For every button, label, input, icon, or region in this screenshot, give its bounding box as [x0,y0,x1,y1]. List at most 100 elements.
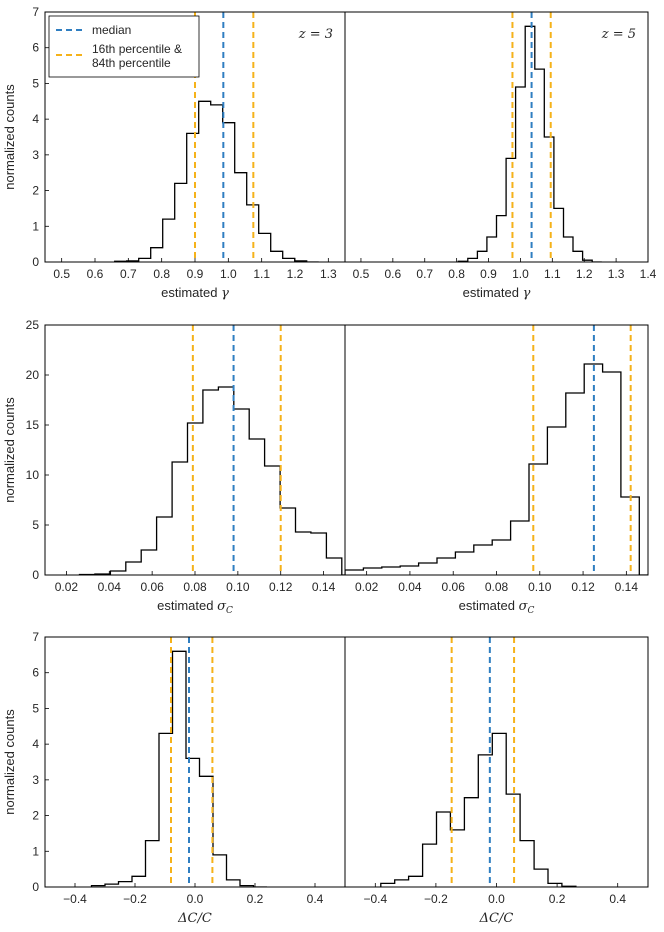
x-tick-label: 0.8 [153,267,170,281]
x-axis-label: ΔC/C [479,911,514,926]
x-tick-label: 0.9 [480,267,497,281]
histogram-steps [78,386,345,575]
x-tick-label: 0.12 [571,580,595,594]
x-tick-label: 0.6 [384,267,401,281]
x-tick-label: −0.2 [123,892,147,906]
x-tick-label: −0.4 [363,892,387,906]
histogram-steps [114,100,319,262]
panel-frame [44,636,346,888]
y-tick-label: 5 [32,518,39,532]
panel-6: −0.4 −0.2 0.0 0.2 0.4 ΔC/C [344,636,649,926]
x-tick-label: 0.08 [485,580,509,594]
redshift-annotation: z = 3 [298,27,333,42]
x-axis-label: estimated γ [161,285,229,301]
legend: median 16th percentile & 84th percentile [48,15,200,78]
histogram-steps [90,650,267,887]
x-tick-label: 0.4 [307,892,324,906]
x-tick-label: 1.3 [608,267,625,281]
x-tick-label: 0.10 [226,580,250,594]
x-tick-label: 0.7 [416,267,433,281]
y-tick-label: 2 [32,809,39,823]
panel-2: 0.5 0.6 0.7 0.8 0.9 1.0 1.1 1.2 1.3 1.4 estimated … [344,11,657,301]
y-tick-label: 7 [32,5,39,19]
y-tick-label: 7 [32,630,39,644]
panel-frame [44,324,346,576]
x-tick-label: 0.7 [120,267,137,281]
x-tick-label: 0.02 [355,580,379,594]
y-tick-label: 1 [32,844,39,858]
y-tick-label: 1 [32,219,39,233]
y-tick-label: 0 [32,568,39,582]
y-axis-label: normalized counts [2,397,17,503]
x-axis-label: estimated γ [463,285,531,301]
panel-frame [344,636,649,888]
y-tick-label: 25 [26,318,40,332]
x-tick-label: 1.2 [576,267,593,281]
x-tick-label: 1.1 [253,267,270,281]
y-tick-label: 3 [32,148,39,162]
x-tick-label: 0.4 [609,892,626,906]
x-tick-label: 0.12 [269,580,293,594]
legend-percentile-label-2: 84th percentile [92,56,171,70]
y-tick-label: 4 [32,737,39,751]
y-tick-label: 2 [32,184,39,198]
panel-4: 0.02 0.04 0.06 0.08 0.10 0.12 0.14 estimated σC [344,324,649,616]
x-tick-label: 0.5 [353,267,370,281]
panel-frame [344,324,649,576]
x-tick-label: 0.0 [488,892,505,906]
y-tick-label: 20 [26,368,40,382]
x-tick-label: −0.4 [63,892,87,906]
x-tick-label: 0.5 [53,267,70,281]
panel-1: 0.5 0.6 0.7 0.8 0.9 1.0 1.1 1.2 1.3 0 1 2 3 4 5 6 7 estim… [2,5,346,301]
x-tick-label: 0.06 [442,580,466,594]
x-tick-label: 0.04 [98,580,122,594]
y-tick-label: 6 [32,41,39,55]
x-tick-label: 0.14 [312,580,336,594]
y-tick-label: 5 [32,701,39,715]
histogram-steps [380,732,577,887]
y-tick-label: 0 [32,880,39,894]
y-axis-label: normalized counts [2,709,17,815]
x-tick-label: 1.3 [320,267,337,281]
redshift-annotation: z = 5 [601,27,636,42]
y-tick-label: 4 [32,112,39,126]
x-tick-label: 0.0 [187,892,204,906]
panel-frame [344,11,649,263]
legend-median-label: median [92,23,131,37]
x-tick-label: 0.08 [183,580,207,594]
x-tick-label: 0.10 [528,580,552,594]
x-tick-label: −0.2 [424,892,448,906]
y-tick-label: 6 [32,666,39,680]
x-axis-label: ΔC/C [177,911,212,926]
y-tick-label: 15 [26,418,40,432]
y-axis-label: normalized counts [2,84,17,190]
x-tick-label: 0.14 [615,580,639,594]
y-tick-label: 5 [32,76,39,90]
x-tick-label: 1.2 [287,267,304,281]
x-tick-label: 0.9 [187,267,204,281]
x-tick-label: 0.8 [448,267,465,281]
histogram-steps [345,363,648,575]
legend-box [48,15,200,78]
x-tick-label: 1.1 [544,267,561,281]
x-tick-label: 1.0 [512,267,529,281]
x-tick-label: 0.2 [247,892,264,906]
x-tick-label: 0.02 [55,580,79,594]
y-tick-label: 0 [32,255,39,269]
x-tick-label: 0.2 [549,892,566,906]
x-tick-label: 0.6 [87,267,104,281]
y-tick-label: 3 [32,773,39,787]
legend-percentile-label-1: 16th percentile & [92,42,182,56]
x-tick-label: 0.04 [398,580,422,594]
y-tick-label: 10 [26,468,40,482]
x-tick-label: 0.06 [140,580,164,594]
panels: 0.5 0.6 0.7 0.8 0.9 1.0 1.1 1.2 1.3 0 1 2 3 4 5 6 7 estim… [2,5,657,926]
x-axis-label: estimated σC [459,598,535,616]
x-axis-label: estimated σC [157,598,233,616]
panel-5: −0.4 −0.2 0.0 0.2 0.4 0 1 2 3 4 5 6 7 ΔC/C normalized … [2,630,346,926]
x-tick-label: 1.4 [640,267,657,281]
x-tick-label: 1.0 [220,267,237,281]
panel-3: 0.02 0.04 0.06 0.08 0.10 0.12 0.14 0 5 10 15 20 25 es… [2,318,346,616]
histogram-steps [457,25,602,262]
